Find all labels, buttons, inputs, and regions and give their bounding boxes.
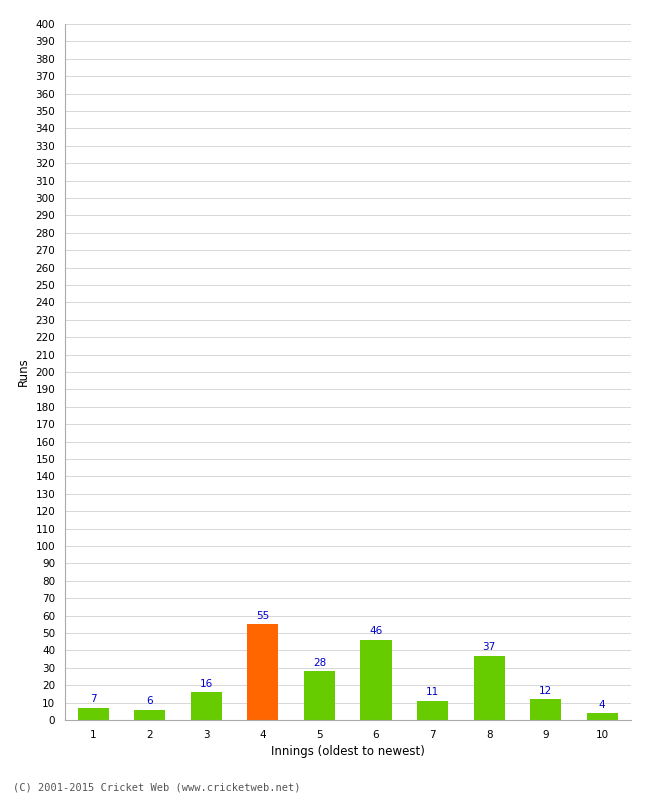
Text: 6: 6: [146, 696, 153, 706]
Bar: [474, 656, 504, 720]
Bar: [191, 692, 222, 720]
Bar: [361, 640, 391, 720]
Bar: [587, 713, 618, 720]
Text: 7: 7: [90, 694, 97, 704]
Bar: [78, 708, 109, 720]
Text: 46: 46: [369, 626, 383, 637]
Bar: [135, 710, 165, 720]
Text: 55: 55: [256, 611, 270, 621]
Text: 28: 28: [313, 658, 326, 668]
Text: 16: 16: [200, 678, 213, 689]
Text: 11: 11: [426, 687, 439, 698]
Bar: [530, 699, 561, 720]
Bar: [417, 701, 448, 720]
Bar: [304, 671, 335, 720]
Text: 12: 12: [539, 686, 552, 696]
Y-axis label: Runs: Runs: [17, 358, 30, 386]
Text: 4: 4: [599, 699, 606, 710]
Bar: [248, 624, 278, 720]
X-axis label: Innings (oldest to newest): Innings (oldest to newest): [271, 746, 424, 758]
Text: 37: 37: [482, 642, 496, 652]
Text: (C) 2001-2015 Cricket Web (www.cricketweb.net): (C) 2001-2015 Cricket Web (www.cricketwe…: [13, 782, 300, 792]
